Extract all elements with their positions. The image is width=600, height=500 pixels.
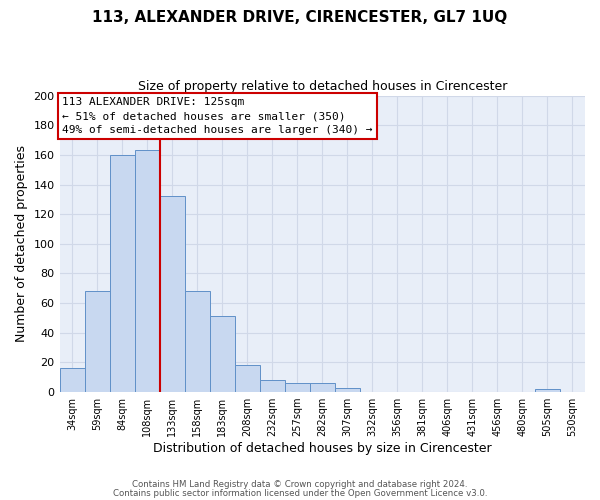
Bar [59,368,85,392]
Bar [310,383,335,392]
Text: Contains HM Land Registry data © Crown copyright and database right 2024.: Contains HM Land Registry data © Crown c… [132,480,468,489]
Text: 113 ALEXANDER DRIVE: 125sqm
← 51% of detached houses are smaller (350)
49% of se: 113 ALEXANDER DRIVE: 125sqm ← 51% of det… [62,97,373,135]
Bar [235,366,260,392]
Bar [260,380,285,392]
Title: Size of property relative to detached houses in Cirencester: Size of property relative to detached ho… [137,80,507,93]
Bar [185,292,209,392]
Bar [285,383,310,392]
X-axis label: Distribution of detached houses by size in Cirencester: Distribution of detached houses by size … [153,442,491,455]
Bar [110,155,134,392]
Text: Contains public sector information licensed under the Open Government Licence v3: Contains public sector information licen… [113,489,487,498]
Y-axis label: Number of detached properties: Number of detached properties [15,146,28,342]
Bar [535,389,560,392]
Bar [160,196,185,392]
Text: 113, ALEXANDER DRIVE, CIRENCESTER, GL7 1UQ: 113, ALEXANDER DRIVE, CIRENCESTER, GL7 1… [92,10,508,25]
Bar [209,316,235,392]
Bar [134,150,160,392]
Bar [85,292,110,392]
Bar [335,388,360,392]
